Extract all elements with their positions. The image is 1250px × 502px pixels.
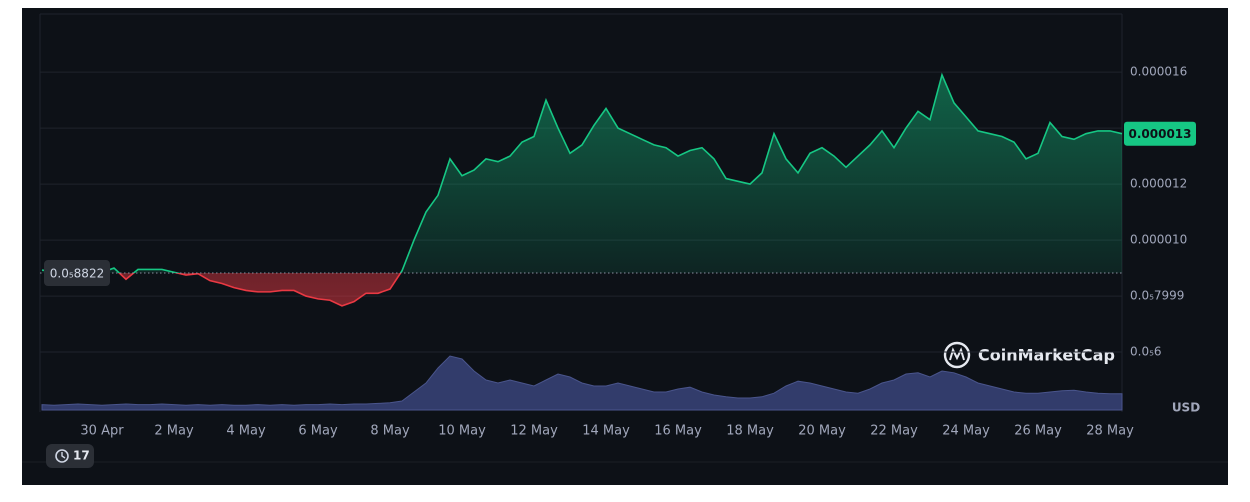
y2-unit: USD bbox=[1172, 401, 1200, 415]
badge-text: 17 bbox=[73, 449, 90, 463]
badge-box[interactable] bbox=[46, 444, 94, 468]
logo-mark bbox=[949, 347, 965, 361]
price-line-up bbox=[41, 72, 1123, 274]
baseline-label-box bbox=[44, 260, 110, 287]
x-tick-label: 26 May bbox=[1014, 424, 1062, 439]
x-tick-label: 18 May bbox=[726, 424, 774, 439]
area-down bbox=[42, 273, 1122, 306]
baseline-label: 0.0₅8822 bbox=[50, 267, 104, 281]
watermark: CoinMarketCap bbox=[943, 341, 1115, 369]
x-tick-label: 30 Apr bbox=[80, 424, 124, 439]
watermark-text: CoinMarketCap bbox=[978, 346, 1115, 365]
y-tick-label: 0.0₅7999 bbox=[1130, 289, 1184, 303]
x-tick-label: 12 May bbox=[510, 424, 558, 439]
clock-icon bbox=[55, 449, 69, 463]
area-up bbox=[42, 74, 1122, 274]
x-tick-label: 14 May bbox=[582, 424, 630, 439]
x-tick-label: 24 May bbox=[942, 424, 990, 439]
x-tick-label: 28 May bbox=[1086, 424, 1134, 439]
x-tick-label: 8 May bbox=[370, 424, 410, 439]
x-tick-label: 6 May bbox=[298, 424, 338, 439]
y-tick-label: 0.000016 bbox=[1130, 65, 1187, 79]
x-tick-label: 16 May bbox=[654, 424, 702, 439]
badge[interactable]: 17 bbox=[46, 444, 94, 468]
volume-area bbox=[41, 355, 1123, 411]
last-price-box bbox=[1124, 121, 1196, 146]
x-tick-label: 2 May bbox=[154, 424, 194, 439]
x-tick-label: 20 May bbox=[798, 424, 846, 439]
price-line-down bbox=[101, 273, 402, 307]
y-tick-label: 0.000010 bbox=[1130, 233, 1187, 247]
x-tick-label: 10 May bbox=[438, 424, 486, 439]
logo bbox=[943, 341, 971, 369]
clock-hands bbox=[61, 452, 66, 459]
x-tick-label: 22 May bbox=[870, 424, 918, 439]
x-tick-label: 4 May bbox=[226, 424, 266, 439]
y-tick-label: 0.0₅6 bbox=[1130, 345, 1162, 359]
last-price-label: 0.000013 bbox=[1128, 127, 1191, 141]
y-tick-label: 0.000012 bbox=[1130, 177, 1187, 191]
